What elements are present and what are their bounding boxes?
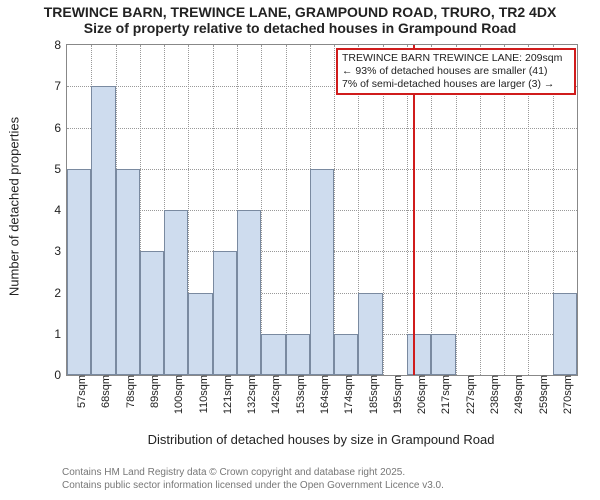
ytick-label: 6 bbox=[54, 121, 67, 135]
histogram-bar bbox=[310, 169, 334, 375]
annotation-box: TREWINCE BARN TREWINCE LANE: 209sqm ← 93… bbox=[336, 48, 576, 95]
xtick-label: 259sqm bbox=[532, 375, 550, 414]
gridline-vertical bbox=[334, 45, 335, 375]
gridline-vertical bbox=[261, 45, 262, 375]
footer-line-1: Contains HM Land Registry data © Crown c… bbox=[62, 466, 444, 479]
xtick-label: 195sqm bbox=[386, 375, 404, 414]
histogram-bar bbox=[188, 293, 212, 376]
histogram-bar bbox=[91, 86, 115, 375]
histogram-bar bbox=[334, 334, 358, 375]
xtick-label: 217sqm bbox=[434, 375, 452, 414]
xtick-label: 174sqm bbox=[337, 375, 355, 414]
histogram-bar bbox=[140, 251, 164, 375]
histogram-bar bbox=[286, 334, 310, 375]
xtick-label: 110sqm bbox=[192, 375, 210, 413]
ytick-label: 5 bbox=[54, 162, 67, 176]
xtick-label: 164sqm bbox=[313, 375, 331, 414]
histogram-bar bbox=[116, 169, 140, 375]
xtick-label: 78sqm bbox=[119, 375, 137, 408]
histogram-bar bbox=[237, 210, 261, 375]
histogram-bar bbox=[553, 293, 577, 376]
ytick-label: 0 bbox=[54, 368, 67, 382]
xtick-label: 132sqm bbox=[240, 375, 258, 414]
annotation-line-2: ← 93% of detached houses are smaller (41… bbox=[342, 65, 570, 78]
histogram-bar bbox=[431, 334, 455, 375]
x-axis-label: Distribution of detached houses by size … bbox=[141, 432, 501, 447]
xtick-label: 142sqm bbox=[264, 375, 282, 414]
histogram-bar bbox=[164, 210, 188, 375]
histogram-bar bbox=[261, 334, 285, 375]
xtick-label: 270sqm bbox=[556, 375, 574, 414]
chart-container: TREWINCE BARN, TREWINCE LANE, GRAMPOUND … bbox=[0, 0, 600, 500]
xtick-label: 249sqm bbox=[507, 375, 525, 414]
xtick-label: 227sqm bbox=[459, 375, 477, 414]
title-line-2: Size of property relative to detached ho… bbox=[0, 20, 600, 36]
xtick-label: 153sqm bbox=[289, 375, 307, 414]
annotation-line-1: TREWINCE BARN TREWINCE LANE: 209sqm bbox=[342, 52, 570, 65]
ytick-label: 2 bbox=[54, 286, 67, 300]
ytick-label: 1 bbox=[54, 327, 67, 341]
title-line-1: TREWINCE BARN, TREWINCE LANE, GRAMPOUND … bbox=[0, 0, 600, 20]
y-axis-label: Number of detached properties bbox=[7, 107, 22, 307]
xtick-label: 238sqm bbox=[483, 375, 501, 414]
footer-line-2: Contains public sector information licen… bbox=[62, 479, 444, 492]
xtick-label: 89sqm bbox=[143, 375, 161, 408]
ytick-label: 3 bbox=[54, 244, 67, 258]
ytick-label: 7 bbox=[54, 79, 67, 93]
xtick-label: 68sqm bbox=[94, 375, 112, 408]
histogram-bar bbox=[407, 334, 431, 375]
gridline-horizontal bbox=[67, 128, 577, 129]
xtick-label: 206sqm bbox=[410, 375, 428, 414]
annotation-line-3: 7% of semi-detached houses are larger (3… bbox=[342, 78, 570, 91]
gridline-vertical bbox=[286, 45, 287, 375]
footer-attribution: Contains HM Land Registry data © Crown c… bbox=[62, 466, 444, 492]
histogram-bar bbox=[67, 169, 91, 375]
xtick-label: 57sqm bbox=[70, 375, 88, 408]
xtick-label: 100sqm bbox=[167, 375, 185, 414]
xtick-label: 185sqm bbox=[362, 375, 380, 414]
xtick-label: 121sqm bbox=[216, 375, 234, 414]
ytick-label: 8 bbox=[54, 38, 67, 52]
histogram-bar bbox=[213, 251, 237, 375]
histogram-bar bbox=[358, 293, 382, 376]
ytick-label: 4 bbox=[54, 203, 67, 217]
